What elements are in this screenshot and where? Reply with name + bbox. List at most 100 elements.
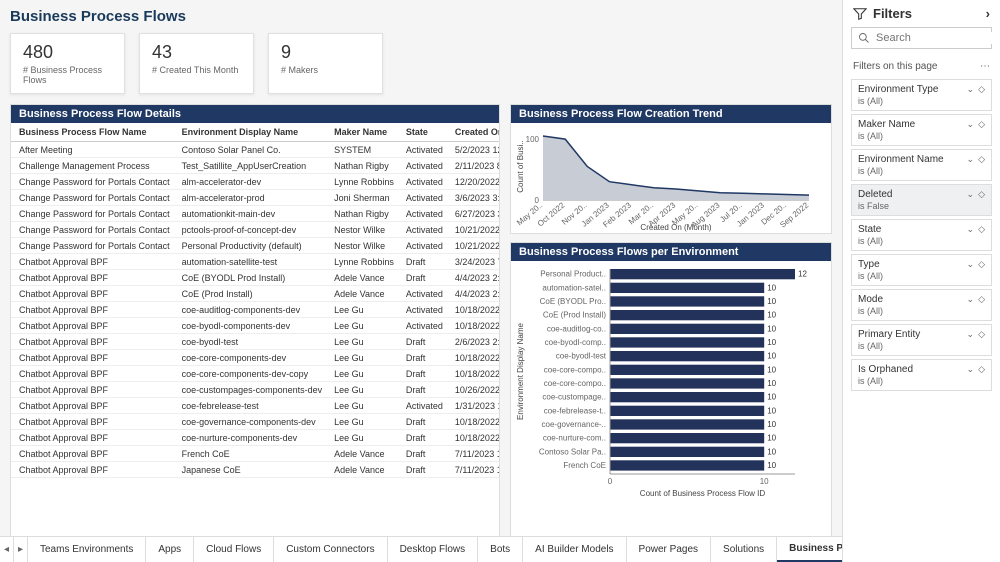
cell: Draft — [400, 430, 449, 446]
clear-icon[interactable]: ◇ — [978, 119, 985, 130]
filter-card[interactable]: Deleted⌄◇is False — [851, 184, 992, 216]
chevron-down-icon[interactable]: ⌄ — [967, 294, 975, 305]
cell: Lee Gu — [328, 366, 400, 382]
filter-card[interactable]: Environment Name⌄◇is (All) — [851, 149, 992, 181]
svg-text:CoE (BYODL Pro..: CoE (BYODL Pro.. — [540, 297, 606, 306]
filter-card[interactable]: Environment Type⌄◇is (All) — [851, 79, 992, 111]
table-row[interactable]: Chatbot Approval BPFCoE (BYODL Prod Inst… — [11, 270, 499, 286]
clear-icon[interactable]: ◇ — [978, 259, 985, 270]
table-row[interactable]: Chatbot Approval BPFFrench CoEAdele Vanc… — [11, 446, 499, 462]
tab[interactable]: Apps — [146, 537, 194, 562]
perenv-panel: Business Process Flows per Environment P… — [510, 242, 832, 562]
table-row[interactable]: After MeetingContoso Solar Panel Co.SYST… — [11, 142, 499, 158]
table-row[interactable]: Chatbot Approval BPFcoe-governance-compo… — [11, 414, 499, 430]
cell: 3/6/2023 3:11:45 PM — [449, 190, 499, 206]
svg-text:10: 10 — [767, 338, 776, 347]
chevron-down-icon[interactable]: ⌄ — [967, 154, 975, 165]
cell: 7/11/2023 12:53:29 PM — [449, 462, 499, 478]
cell: 4/4/2023 2:15:56 PM — [449, 286, 499, 302]
cell: Nathan Rigby — [328, 158, 400, 174]
cell: Chatbot Approval BPF — [11, 430, 176, 446]
tab[interactable]: Custom Connectors — [274, 537, 387, 562]
cell: Chatbot Approval BPF — [11, 302, 176, 318]
collapse-icon[interactable]: › — [986, 6, 990, 21]
clear-icon[interactable]: ◇ — [978, 224, 985, 235]
col-header[interactable]: Created On — [449, 123, 499, 142]
filter-card[interactable]: Mode⌄◇is (All) — [851, 289, 992, 321]
cell: Activated — [400, 190, 449, 206]
filter-search-input[interactable] — [876, 32, 1000, 44]
tab[interactable]: Desktop Flows — [388, 537, 479, 562]
table-row[interactable]: Chatbot Approval BPFcoe-core-components-… — [11, 366, 499, 382]
tab[interactable]: Cloud Flows — [194, 537, 274, 562]
table-row[interactable]: Chatbot Approval BPFcoe-core-components-… — [11, 350, 499, 366]
svg-text:coe-governance-..: coe-governance-.. — [542, 420, 606, 429]
table-row[interactable]: Chatbot Approval BPFcoe-byodl-testLee Gu… — [11, 334, 499, 350]
chevron-down-icon[interactable]: ⌄ — [967, 329, 975, 340]
clear-icon[interactable]: ◇ — [978, 84, 985, 95]
table-row[interactable]: Change Password for Portals ContactPerso… — [11, 238, 499, 254]
filter-card[interactable]: State⌄◇is (All) — [851, 219, 992, 251]
tab-prev[interactable]: ◂ — [0, 537, 14, 562]
cell: Lynne Robbins — [328, 174, 400, 190]
details-table-scroll[interactable]: Business Process Flow NameEnvironment Di… — [11, 123, 499, 561]
col-header[interactable]: Environment Display Name — [176, 123, 329, 142]
filter-card[interactable]: Primary Entity⌄◇is (All) — [851, 324, 992, 356]
more-icon[interactable]: ⋯ — [980, 61, 990, 72]
tab[interactable]: Teams Environments — [28, 537, 146, 562]
table-row[interactable]: Chatbot Approval BPFCoE (Prod Install)Ad… — [11, 286, 499, 302]
cell: 5/2/2023 12:48:34 AM — [449, 142, 499, 158]
table-row[interactable]: Chatbot Approval BPFcoe-byodl-components… — [11, 318, 499, 334]
tab[interactable]: Power Pages — [627, 537, 711, 562]
filter-card[interactable]: Type⌄◇is (All) — [851, 254, 992, 286]
chevron-down-icon[interactable]: ⌄ — [967, 119, 975, 130]
details-panel: Business Process Flow Details Business P… — [10, 104, 500, 562]
filter-name: Deleted — [858, 189, 967, 200]
cell: Chatbot Approval BPF — [11, 254, 176, 270]
table-row[interactable]: Chatbot Approval BPFcoe-nurture-componen… — [11, 430, 499, 446]
col-header[interactable]: State — [400, 123, 449, 142]
filter-value: is (All) — [858, 236, 985, 246]
chevron-down-icon[interactable]: ⌄ — [967, 189, 975, 200]
table-row[interactable]: Chatbot Approval BPFJapanese CoEAdele Va… — [11, 462, 499, 478]
table-row[interactable]: Change Password for Portals Contactalm-a… — [11, 174, 499, 190]
tab[interactable]: AI Builder Models — [523, 537, 626, 562]
table-row[interactable]: Change Password for Portals Contactpctoo… — [11, 222, 499, 238]
cell: Change Password for Portals Contact — [11, 206, 176, 222]
svg-text:10: 10 — [767, 406, 776, 415]
tab-next[interactable]: ▸ — [14, 537, 28, 562]
svg-text:coe-febrelease-t..: coe-febrelease-t.. — [544, 406, 606, 415]
clear-icon[interactable]: ◇ — [978, 329, 985, 340]
cell: coe-custompages-components-dev — [176, 382, 329, 398]
filter-card[interactable]: Maker Name⌄◇is (All) — [851, 114, 992, 146]
clear-icon[interactable]: ◇ — [978, 294, 985, 305]
tab[interactable]: Solutions — [711, 537, 777, 562]
table-row[interactable]: Change Password for Portals Contactautom… — [11, 206, 499, 222]
table-row[interactable]: Chatbot Approval BPFcoe-febrelease-testL… — [11, 398, 499, 414]
table-row[interactable]: Change Password for Portals Contactalm-a… — [11, 190, 499, 206]
clear-icon[interactable]: ◇ — [978, 364, 985, 375]
chevron-down-icon[interactable]: ⌄ — [967, 259, 975, 270]
table-row[interactable]: Chatbot Approval BPFcoe-custompages-comp… — [11, 382, 499, 398]
cell: Activated — [400, 318, 449, 334]
chevron-down-icon[interactable]: ⌄ — [967, 84, 975, 95]
clear-icon[interactable]: ◇ — [978, 154, 985, 165]
cell: Change Password for Portals Contact — [11, 174, 176, 190]
table-row[interactable]: Chatbot Approval BPFcoe-auditlog-compone… — [11, 302, 499, 318]
tab[interactable]: Bots — [478, 537, 523, 562]
col-header[interactable]: Business Process Flow Name — [11, 123, 176, 142]
table-row[interactable]: Chatbot Approval BPFautomation-satellite… — [11, 254, 499, 270]
svg-text:coe-byodl-test: coe-byodl-test — [556, 352, 607, 361]
filter-search[interactable] — [851, 27, 992, 49]
chevron-down-icon[interactable]: ⌄ — [967, 364, 975, 375]
tab[interactable]: Business Process Flows — [777, 537, 842, 562]
trend-panel: Business Process Flow Creation Trend 010… — [510, 104, 832, 234]
filter-card[interactable]: Is Orphaned⌄◇is (All) — [851, 359, 992, 391]
col-header[interactable]: Maker Name — [328, 123, 400, 142]
chevron-down-icon[interactable]: ⌄ — [967, 224, 975, 235]
clear-icon[interactable]: ◇ — [978, 189, 985, 200]
cell: French CoE — [176, 446, 329, 462]
svg-text:Created On (Month): Created On (Month) — [640, 223, 711, 232]
cell: Draft — [400, 270, 449, 286]
table-row[interactable]: Challenge Management ProcessTest_Satilli… — [11, 158, 499, 174]
